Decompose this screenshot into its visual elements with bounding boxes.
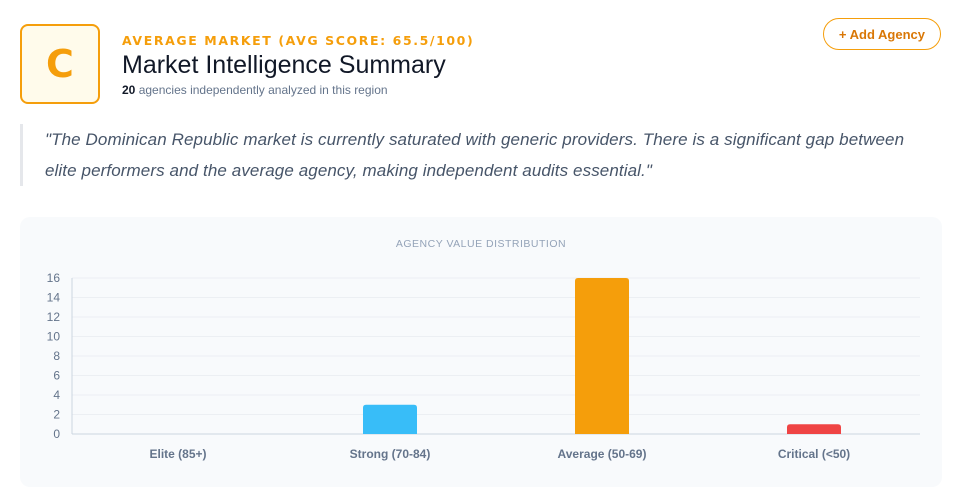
market-rating-eyebrow: AVERAGE MARKET (AVG SCORE: 65.5/100) (122, 33, 475, 48)
market-quote-text: "The Dominican Republic market is curren… (45, 130, 905, 180)
x-category-label: Strong (70-84) (350, 447, 431, 461)
grade-letter: C (46, 42, 74, 86)
bar-3[interactable] (787, 424, 841, 434)
grade-badge: C (20, 24, 100, 104)
y-tick-label: 12 (47, 310, 61, 324)
agency-count-text: agencies independently analyzed in this … (138, 83, 388, 97)
y-tick-label: 10 (47, 330, 61, 344)
market-quote: "The Dominican Republic market is curren… (20, 124, 925, 186)
x-category-label: Elite (85+) (149, 447, 206, 461)
bar-1[interactable] (363, 404, 417, 434)
add-agency-button[interactable]: + Add Agency (822, 18, 941, 50)
chart-title: AGENCY VALUE DISTRIBUTION (395, 238, 567, 250)
x-category-label: Average (50-69) (558, 447, 647, 461)
y-tick-label: 4 (53, 388, 60, 402)
agency-count: 20 (122, 83, 136, 97)
y-tick-label: 8 (53, 349, 60, 363)
agency-count-subtitle: 20 agencies independently analyzed in th… (122, 83, 474, 97)
y-tick-label: 0 (53, 427, 60, 441)
page-title: Market Intelligence Summary (122, 51, 446, 79)
bar-2[interactable] (575, 278, 629, 434)
header: AVERAGE MARKET (AVG SCORE: 65.5/100) Mar… (122, 33, 474, 97)
y-tick-label: 16 (47, 271, 61, 285)
bar-chart: 0 2 4 6 8 10 12 14 16 Elite (85+) Strong (70-84) Av… (47, 271, 920, 461)
x-category-label: Critical (<50) (778, 447, 850, 461)
y-tick-label: 6 (53, 369, 60, 383)
y-tick-label: 2 (53, 408, 60, 422)
y-tick-label: 14 (47, 291, 61, 305)
distribution-chart-card: AGENCY VALUE DISTRIBUTION 0 2 4 6 8 10 12 14 16 E… (20, 217, 942, 487)
